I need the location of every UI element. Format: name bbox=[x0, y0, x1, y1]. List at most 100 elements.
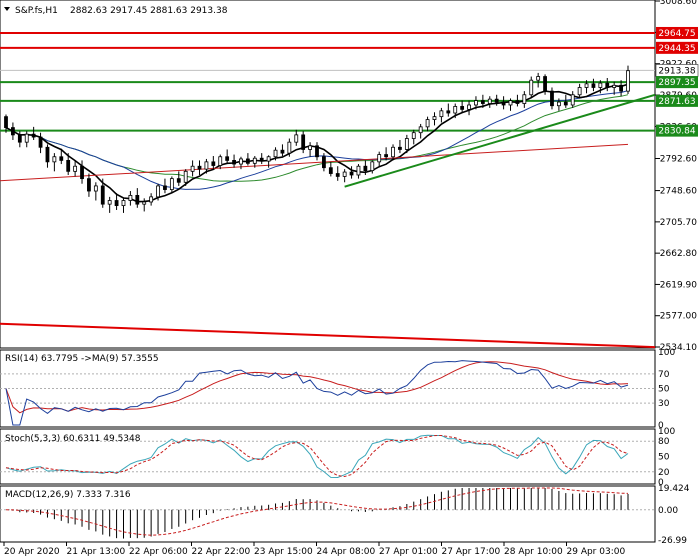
stoch-k-line bbox=[5, 434, 629, 479]
rsi-grid bbox=[0, 373, 655, 404]
candle-up bbox=[190, 165, 195, 172]
candle-up bbox=[508, 100, 513, 106]
price-tick-label: 2534.10 bbox=[660, 343, 697, 353]
candle-down bbox=[494, 98, 499, 103]
candle-down bbox=[232, 160, 236, 165]
candle-down bbox=[100, 185, 105, 205]
indicator-tick-label: 0 bbox=[658, 478, 664, 488]
dropdown-arrow-icon[interactable] bbox=[4, 7, 10, 11]
candle-up bbox=[183, 170, 188, 183]
candle-down bbox=[446, 110, 451, 114]
candle-down bbox=[384, 154, 389, 158]
candle-up bbox=[522, 94, 527, 104]
candle-down bbox=[66, 160, 71, 172]
macd-histogram bbox=[5, 487, 629, 539]
candle-up bbox=[128, 195, 133, 201]
candle-up bbox=[121, 200, 126, 207]
candle-down bbox=[460, 106, 465, 110]
candle-up bbox=[467, 104, 471, 110]
rsi-ma-line bbox=[5, 361, 629, 414]
level-label-bg bbox=[656, 124, 698, 137]
candle-down bbox=[87, 178, 91, 192]
candle-down bbox=[31, 133, 36, 138]
indicator-tick-label: 19.424 bbox=[658, 484, 690, 494]
level-label-bg bbox=[656, 26, 698, 39]
indicator-tick-label: 20 bbox=[658, 468, 670, 478]
level-label: 2944.35 bbox=[658, 44, 695, 54]
macd-title: MACD(12,26,9) 7.333 7.316 bbox=[5, 490, 131, 500]
candle-down bbox=[515, 100, 520, 104]
candle-down bbox=[59, 156, 64, 161]
trend-lines[interactable] bbox=[344, 93, 656, 188]
indicator-tick-label: 100 bbox=[658, 427, 675, 437]
candle-down bbox=[563, 101, 568, 106]
time-tick-label: 22 Apr 22:00 bbox=[192, 547, 251, 557]
time-tick-label: 20 Apr 2020 bbox=[4, 547, 60, 557]
candle-down bbox=[543, 76, 547, 92]
price-tick-label: 2792.60 bbox=[660, 155, 697, 165]
candle-up bbox=[370, 161, 375, 172]
price-panel[interactable] bbox=[0, 0, 656, 349]
candle-up bbox=[107, 200, 112, 205]
candle-up bbox=[204, 161, 209, 170]
candle-up bbox=[287, 141, 292, 154]
candle-up bbox=[52, 156, 57, 163]
time-tick-label: 28 Apr 10:00 bbox=[504, 547, 563, 557]
candle-down bbox=[315, 145, 319, 158]
candle-up bbox=[584, 83, 589, 88]
stoch-lines bbox=[5, 434, 629, 479]
candle-down bbox=[619, 84, 623, 92]
macd-signal-line bbox=[5, 487, 629, 536]
candle-up bbox=[577, 87, 582, 96]
candle-down bbox=[176, 178, 181, 183]
candle-down bbox=[163, 185, 167, 190]
indicator-tick-label: 50 bbox=[658, 453, 670, 463]
time-tick-label: 23 Apr 15:00 bbox=[254, 547, 313, 557]
price-tick-label: 2748.60 bbox=[660, 187, 697, 197]
candle-up bbox=[556, 101, 561, 107]
candle-up bbox=[377, 154, 382, 163]
candle-down bbox=[17, 134, 22, 143]
candle-down bbox=[245, 158, 250, 164]
candle-down bbox=[80, 165, 84, 180]
ohlc-readout: 2882.63 2917.45 2881.63 2913.38 bbox=[70, 6, 228, 16]
price-tick-label: 2619.90 bbox=[660, 280, 697, 290]
candle-up bbox=[266, 156, 271, 162]
candle-down bbox=[135, 195, 140, 205]
candle-down bbox=[501, 101, 506, 106]
candle-down bbox=[550, 90, 554, 107]
ma-red-line bbox=[0, 143, 629, 182]
candle-up bbox=[93, 185, 98, 192]
level-label-bg bbox=[656, 76, 698, 89]
candle-up bbox=[342, 171, 347, 177]
level-label: 2964.75 bbox=[658, 29, 695, 39]
indicator-tick-label: 70 bbox=[658, 370, 670, 380]
indicator-tick-label: 100 bbox=[658, 348, 675, 358]
candle-up bbox=[612, 84, 617, 88]
time-tick-label: 21 Apr 13:00 bbox=[67, 547, 126, 557]
candle-up bbox=[432, 116, 437, 120]
time-tick-label: 29 Apr 03:00 bbox=[567, 547, 626, 557]
candle-up bbox=[411, 132, 416, 139]
candle-up bbox=[487, 98, 492, 104]
time-tick-label: 24 Apr 08:00 bbox=[317, 547, 376, 557]
stoch-d-line bbox=[5, 434, 629, 478]
indicator-tick-label: 0.00 bbox=[658, 506, 678, 516]
indicator-tick-label: -26.99 bbox=[658, 536, 687, 546]
price-tick-label: 2662.80 bbox=[660, 249, 697, 259]
candlesticks bbox=[4, 65, 630, 213]
symbol-label: S&P.fs,H1 bbox=[15, 6, 58, 16]
candle-up bbox=[418, 126, 423, 134]
candle-down bbox=[328, 167, 333, 174]
candle-up bbox=[391, 146, 395, 158]
candle-down bbox=[398, 146, 402, 150]
candle-up bbox=[169, 178, 174, 190]
indicator-tick-label: 0 bbox=[658, 421, 664, 431]
candle-up bbox=[142, 201, 147, 205]
candle-down bbox=[4, 116, 8, 128]
rsi-lines bbox=[5, 360, 629, 426]
indicator-tick-label: 80 bbox=[658, 437, 670, 447]
candle-up bbox=[453, 106, 458, 114]
